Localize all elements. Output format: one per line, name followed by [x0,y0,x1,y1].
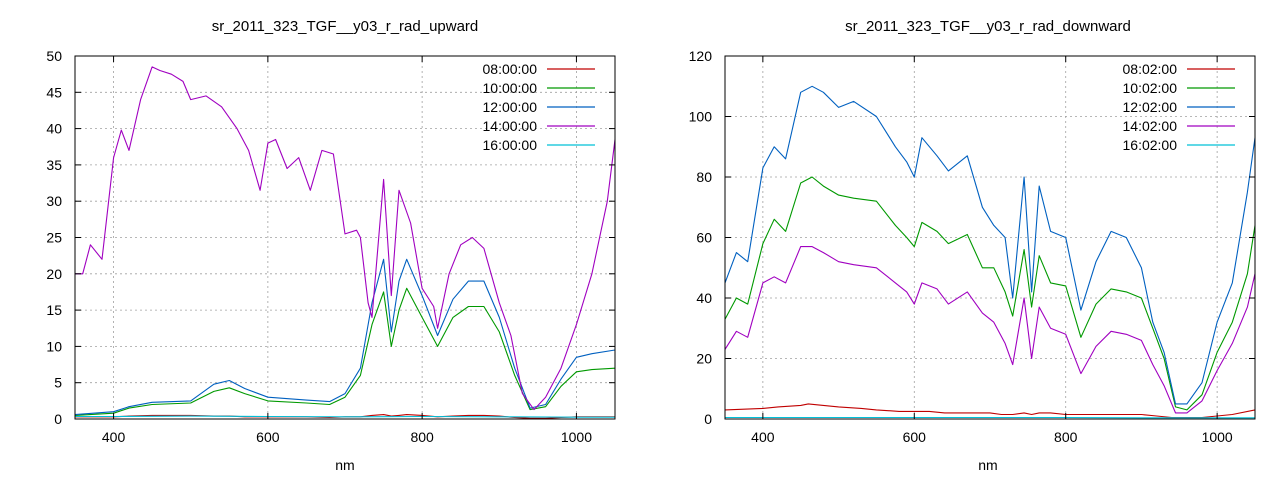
y-tick-label-upward-4: 20 [46,266,62,282]
y-tick-label-downward-1: 20 [696,351,712,367]
series-line-downward-0 [724,403,1256,419]
legend-label-downward-2: 12:02:00 [1123,99,1178,115]
legend-label-downward-3: 14:02:00 [1123,118,1178,134]
chart-title-downward: sr_2011_323_TGF__y03_r_rad_downward [845,18,1131,35]
y-tick-label-downward-5: 100 [689,109,713,125]
legend-label-downward-0: 08:02:00 [1123,61,1178,77]
y-tick-label-upward-9: 45 [46,84,62,100]
series-line-upward-4 [75,415,615,418]
y-tick-label-downward-2: 40 [696,290,712,306]
y-tick-label-downward-6: 120 [689,48,713,64]
legend-label-downward-1: 10:02:00 [1123,80,1178,96]
series-line-upward-3 [75,66,616,411]
y-tick-label-upward-0: 0 [54,411,62,427]
x-axis-label-downward: nm [978,457,997,473]
chart-downward: sr_2011_323_TGF__y03_r_rad_downward nm 4… [689,18,1256,473]
series-line-upward-1 [74,287,616,416]
x-tick-label-upward-0: 400 [102,429,126,445]
legend-label-upward-4: 16:00:00 [483,137,538,153]
series-line-downward-2 [724,85,1256,405]
x-tick-label-downward-1: 600 [903,429,927,445]
x-tick-label-downward-2: 800 [1054,429,1078,445]
y-tick-label-upward-5: 25 [46,230,62,246]
legend-label-upward-0: 08:00:00 [483,61,538,77]
legend-label-upward-3: 14:00:00 [483,118,538,134]
legend-label-upward-1: 10:00:00 [483,80,538,96]
y-tick-label-upward-10: 50 [46,48,62,64]
chart-upward: sr_2011_323_TGF__y03_r_rad_upward nm 400… [46,18,616,473]
x-tick-label-downward-3: 1000 [1202,429,1233,445]
x-tick-label-downward-0: 400 [751,429,775,445]
y-tick-label-upward-3: 15 [46,302,62,318]
y-tick-label-upward-2: 10 [46,338,62,354]
y-tick-label-upward-6: 30 [46,193,62,209]
x-tick-label-upward-2: 800 [410,429,434,445]
x-tick-label-upward-3: 1000 [561,429,592,445]
y-tick-label-downward-0: 0 [704,411,712,427]
y-tick-label-downward-3: 60 [696,230,712,246]
y-tick-label-upward-7: 35 [46,157,62,173]
series-line-upward-2 [74,258,616,416]
y-tick-label-upward-1: 5 [54,375,62,391]
chart-title-upward: sr_2011_323_TGF__y03_r_rad_upward [212,18,479,35]
legend-label-upward-2: 12:00:00 [483,99,538,115]
series-line-downward-3 [724,246,1256,414]
legend-label-downward-4: 16:02:00 [1123,137,1178,153]
x-axis-label-upward: nm [335,457,354,473]
y-tick-label-upward-8: 40 [46,121,62,137]
series-line-downward-1 [724,176,1256,411]
y-tick-label-downward-4: 80 [696,169,712,185]
x-tick-label-upward-1: 600 [256,429,280,445]
